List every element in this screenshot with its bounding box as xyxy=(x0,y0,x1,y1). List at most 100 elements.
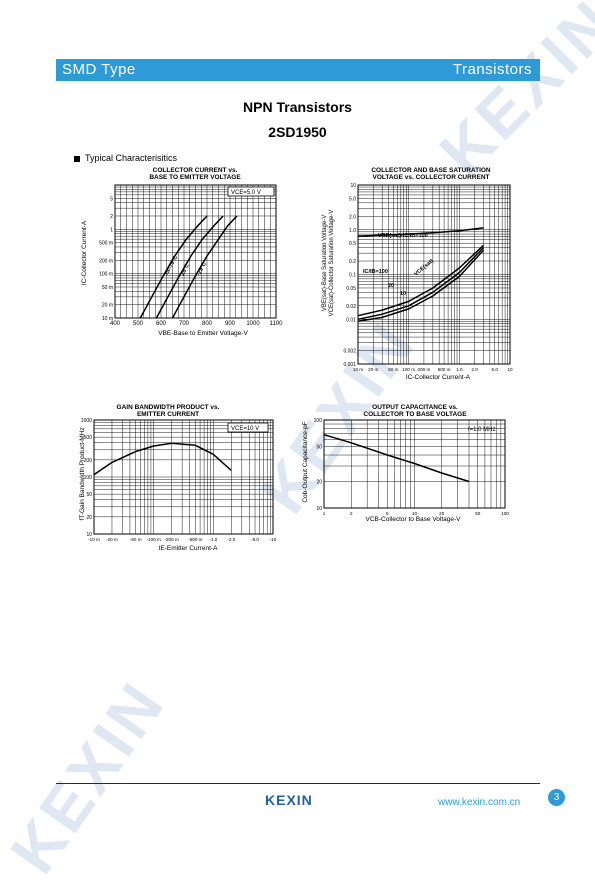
x-tick-label: 400 xyxy=(110,321,121,327)
footer-url[interactable]: www.kexin.com.cn xyxy=(438,797,521,808)
chart0-series xyxy=(139,215,238,319)
x-tick-label: -10 xyxy=(270,537,277,542)
x-tick-label: 50 m xyxy=(388,367,398,372)
chart2-series xyxy=(93,442,232,476)
x-tick-label: -100 m xyxy=(147,537,161,542)
chart1-annotation-vbe: VBE(sat)-IC/IB=100 xyxy=(378,233,428,239)
y-tick-label: 5 xyxy=(110,196,113,202)
chart2-title-line2: EMITTER CURRENT xyxy=(137,411,199,418)
x-tick-label: -10 m xyxy=(88,537,100,542)
header-left: SMD Type xyxy=(62,61,136,78)
watermark-top-right: KEXIN xyxy=(426,0,595,189)
x-tick-label: 10 m xyxy=(353,367,363,372)
y-tick-label: 100 xyxy=(84,475,93,481)
chart3-xlabel: VCB-Collector to Base Voltage-V xyxy=(365,516,461,523)
series-line-1 xyxy=(155,215,224,319)
x-tick-label: 10 xyxy=(412,511,418,516)
chart3-frame xyxy=(323,419,506,509)
chart0-xlabel: VBE-Base to Emitter Voltage-V xyxy=(158,330,248,337)
y-tick-label: 2 xyxy=(110,214,113,220)
section-label-text: Typical Characterisitics xyxy=(85,153,178,163)
y-tick-label: 0.002 xyxy=(343,349,356,355)
y-tick-label: 5.0 xyxy=(349,196,356,202)
chart-saturation-voltage: COLLECTOR AND BASE SATURATION VOLTAGE vs… xyxy=(322,167,513,381)
chart2-grid xyxy=(93,419,274,535)
header-banner: SMD Type Transistors xyxy=(56,59,540,81)
y-tick-label: 0.01 xyxy=(346,317,356,323)
chart-output-capacitance: OUTPUT CAPACITANCE vs. COLLECTOR TO BASE… xyxy=(302,404,509,523)
y-tick-label: 500 xyxy=(84,435,93,441)
chart3-ylabel: Cob-Output Capacitance-pF xyxy=(302,421,309,502)
x-tick-label: -20 m xyxy=(106,537,118,542)
chart0-title-line1: COLLECTOR CURRENT vs. xyxy=(153,167,238,174)
y-tick-label: 20 xyxy=(86,515,92,521)
chart3-series xyxy=(323,433,470,483)
series-line-2 xyxy=(171,215,238,319)
x-tick-label: -50 m xyxy=(130,537,142,542)
y-tick-label: 20 xyxy=(316,480,322,486)
footer-divider xyxy=(56,783,540,784)
y-tick-label: 2.0 xyxy=(349,214,356,220)
x-tick-label: 2 xyxy=(350,511,353,516)
chart0-condition-box xyxy=(227,186,275,197)
y-tick-label: 1000 xyxy=(81,418,92,424)
chart0-y-ticks: 5 2 1 500 m 200 m 100 m 50 m 20 m 10 m xyxy=(99,196,113,322)
series-line-3 xyxy=(357,249,485,323)
y-tick-label: 0.001 xyxy=(343,362,356,368)
y-tick-label: 100 m xyxy=(99,272,113,278)
y-tick-label: 50 xyxy=(316,444,322,450)
y-tick-label: 200 m xyxy=(99,258,113,264)
y-tick-label: 50 m xyxy=(102,285,113,291)
series-line-1 xyxy=(357,244,485,317)
chart3-condition: f=1.0 MHz xyxy=(468,427,496,433)
chart-collector-current: COLLECTOR CURRENT vs. BASE TO EMITTER VO… xyxy=(81,167,283,337)
y-tick-label: 10 xyxy=(86,532,92,538)
chart2-title-line1: GAIN BANDWIDTH PRODUCT vs. xyxy=(117,404,220,411)
series-line-0 xyxy=(357,227,484,237)
x-tick-label: 900 xyxy=(225,321,236,327)
chart1-title-line2: VOLTAGE vs. COLLECTOR CURRENT xyxy=(372,174,489,181)
chart1-grid xyxy=(357,184,511,365)
chart-gain-bandwidth: GAIN BANDWIDTH PRODUCT vs. EMITTER CURRE… xyxy=(79,404,277,552)
series-label-2: -25°C xyxy=(196,261,208,276)
series-label-0: Ta=75°C xyxy=(164,255,179,277)
chart1-xlabel: IC-Collector Current-A xyxy=(406,374,471,381)
y-tick-label: 1.0 xyxy=(349,228,356,234)
chart3-y-ticks: 100 50 20 10 xyxy=(314,418,323,512)
chart0-x-ticks: 400 500 600 700 800 900 1000 1100 xyxy=(110,321,283,327)
x-tick-label: 700 xyxy=(179,321,190,327)
chart2-x-ticks: -10 m -20 m -50 m -100 m -200 m -500 m -1.0 -2.… xyxy=(88,537,277,542)
chart1-title-line1: COLLECTOR AND BASE SATURATION xyxy=(371,167,491,174)
chart0-frame xyxy=(114,184,277,319)
y-tick-label: 10 xyxy=(350,183,356,189)
series-line-2 xyxy=(357,247,485,321)
y-tick-label: 50 xyxy=(86,492,92,498)
y-tick-label: 0.05 xyxy=(346,286,356,292)
y-tick-label: 0.1 xyxy=(349,273,356,279)
x-tick-label: 10 xyxy=(507,367,513,372)
series-line-0 xyxy=(139,215,208,319)
square-bullet-icon xyxy=(74,155,80,162)
x-tick-label: 500 m xyxy=(438,367,451,372)
section-label: Typical Characterisitics xyxy=(74,153,177,163)
y-tick-label: 10 m xyxy=(102,316,113,322)
chart0-ylabel: IC-Collector Current-A xyxy=(81,220,88,285)
series-label-1: 25°C xyxy=(180,263,191,277)
x-tick-label: 600 xyxy=(156,321,167,327)
chart2-frame xyxy=(93,419,274,535)
chart0-grid xyxy=(114,184,277,319)
chart0-title-line2: BASE TO EMITTER VOLTAGE xyxy=(149,174,241,181)
x-tick-label: 100 xyxy=(501,511,509,516)
chart1-frame xyxy=(357,184,511,365)
x-tick-label: 20 xyxy=(439,511,445,516)
y-tick-label: 200 xyxy=(84,458,93,464)
watermark-bottom-left: KEXIN xyxy=(0,668,180,886)
chart3-title-line2: COLLECTOR TO BASE VOLTAGE xyxy=(363,411,467,418)
y-tick-label: 20 m xyxy=(102,303,113,309)
series-line-0 xyxy=(93,442,232,476)
y-tick-label: 10 xyxy=(316,506,322,512)
x-tick-label: 2.0 xyxy=(471,367,478,372)
x-tick-label: 1100 xyxy=(270,321,284,327)
y-tick-label: 100 xyxy=(314,418,323,424)
chart1-x-ticks: 10 m 20 m 50 m 100 m 200 m 500 m 1.0 2.0 5.0 10 xyxy=(353,367,513,372)
